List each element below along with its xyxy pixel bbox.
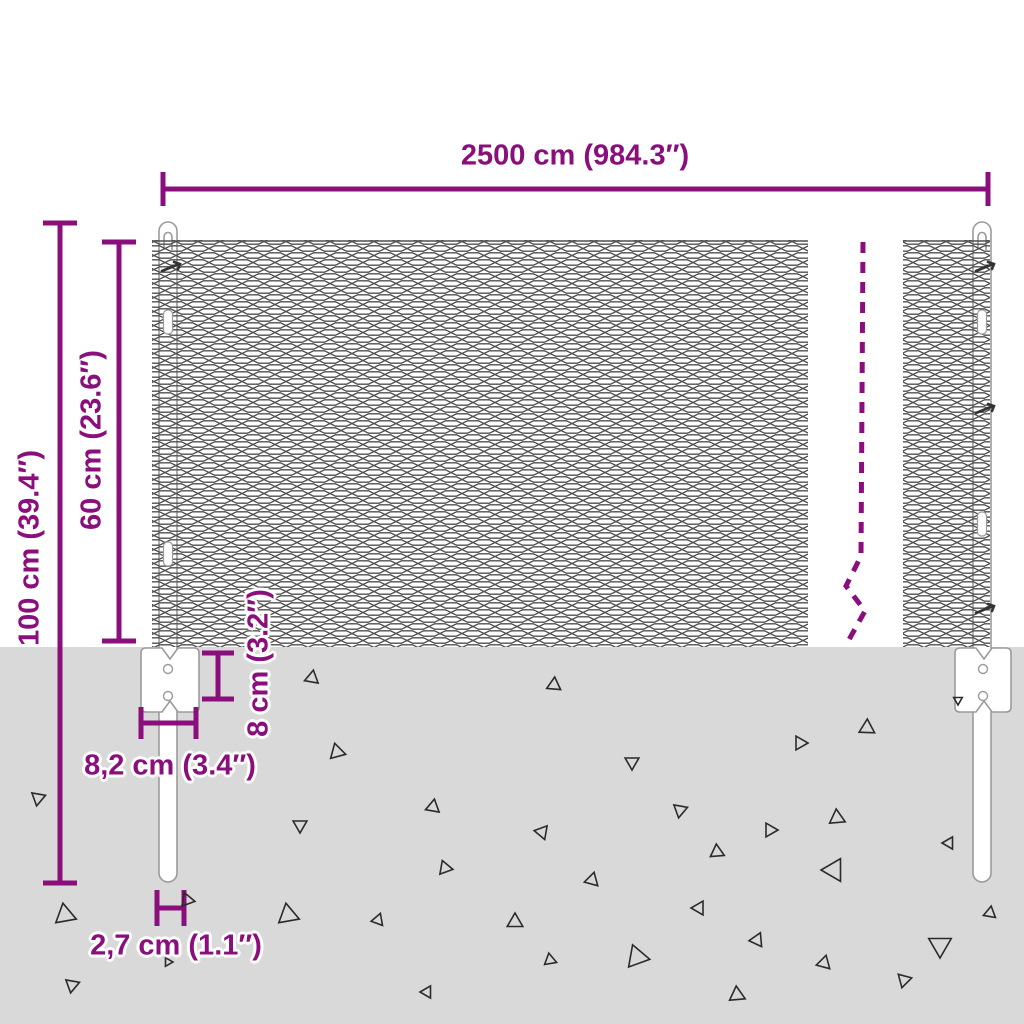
total-height-dimension-line bbox=[43, 220, 77, 886]
debris-triangle bbox=[747, 931, 763, 948]
total-height-dimension-label: 100 cm (39.4″) bbox=[13, 449, 46, 647]
debris-triangle bbox=[952, 696, 964, 707]
post-clip-icon bbox=[162, 541, 174, 567]
debris-triangle bbox=[505, 911, 525, 928]
bracket-right bbox=[954, 647, 1012, 713]
debris-triangle bbox=[164, 956, 175, 968]
debris-triangle bbox=[981, 904, 997, 919]
fence-mesh bbox=[152, 240, 990, 647]
mesh-height-dimension-line bbox=[102, 239, 136, 644]
bracket-hole-icon bbox=[977, 663, 989, 675]
debris-triangle bbox=[828, 807, 847, 825]
post-ties bbox=[160, 260, 996, 615]
debris-triangle bbox=[545, 675, 562, 691]
debris-triangle bbox=[897, 973, 914, 990]
debris-triangle bbox=[291, 820, 309, 835]
debris-triangle bbox=[940, 835, 954, 851]
debris-triangle bbox=[627, 943, 652, 969]
debris-triangle bbox=[64, 978, 82, 995]
bracket-hole-icon bbox=[162, 690, 174, 702]
debris-triangle bbox=[623, 757, 641, 772]
bracket-hole-icon bbox=[977, 690, 989, 702]
debris-triangle bbox=[927, 937, 953, 960]
post-clip-icon bbox=[162, 309, 174, 335]
debris-triangle bbox=[302, 668, 320, 685]
ground-debris bbox=[30, 668, 997, 1002]
width-dimension-line bbox=[160, 172, 991, 206]
debris-triangle bbox=[369, 911, 384, 927]
debris-triangle bbox=[423, 797, 441, 814]
debris-triangle bbox=[728, 984, 747, 1002]
wire-tie-icon bbox=[160, 260, 182, 273]
bracket-height-dimension-line bbox=[202, 650, 234, 702]
fence-mesh-right-panel bbox=[903, 240, 990, 647]
debris-triangle bbox=[54, 901, 78, 924]
debris-triangle bbox=[418, 984, 432, 1000]
dimension-lines bbox=[43, 172, 991, 926]
anchor-brackets bbox=[140, 647, 1012, 713]
post-clip-icon bbox=[976, 511, 988, 537]
bracket-hole-icon bbox=[162, 663, 174, 675]
post-clip-icon bbox=[976, 309, 988, 335]
debris-triangle bbox=[857, 717, 876, 734]
wire-tie-icon bbox=[974, 602, 996, 615]
width-dimension-label: 2500 cm (984.3″) bbox=[460, 139, 690, 172]
bracket-height-dimension-label: 8 cm (3.2″) bbox=[242, 589, 275, 737]
post-diameter-dimension-label: 2,7 cm (1.1″) bbox=[90, 929, 262, 962]
debris-triangle bbox=[532, 824, 549, 842]
bracket-width-dimension-label: 8,2 cm (3.4″) bbox=[84, 749, 256, 782]
debris-triangle bbox=[543, 951, 559, 966]
debris-triangle bbox=[709, 842, 726, 858]
mesh-height-dimension-label: 60 cm (23.6″) bbox=[75, 350, 108, 530]
debris-triangle bbox=[795, 734, 810, 752]
wire-tie-icon bbox=[974, 260, 996, 273]
bracket-width-dimension-line bbox=[138, 707, 199, 739]
debris-triangle bbox=[329, 741, 348, 760]
continuation-dashed-line bbox=[843, 241, 868, 647]
wire-tie-icon bbox=[974, 402, 996, 415]
debris-triangle bbox=[672, 803, 690, 820]
debris-triangle bbox=[277, 901, 301, 924]
debris-triangle bbox=[819, 857, 842, 883]
debris-triangle bbox=[765, 821, 780, 839]
debris-triangle bbox=[814, 953, 831, 970]
debris-triangle bbox=[689, 899, 704, 917]
debris-triangle bbox=[582, 870, 599, 887]
debris-triangle bbox=[30, 791, 48, 808]
debris-triangle bbox=[180, 890, 197, 908]
debris-triangle bbox=[438, 858, 455, 876]
fence-mesh-left-panel bbox=[152, 240, 808, 647]
